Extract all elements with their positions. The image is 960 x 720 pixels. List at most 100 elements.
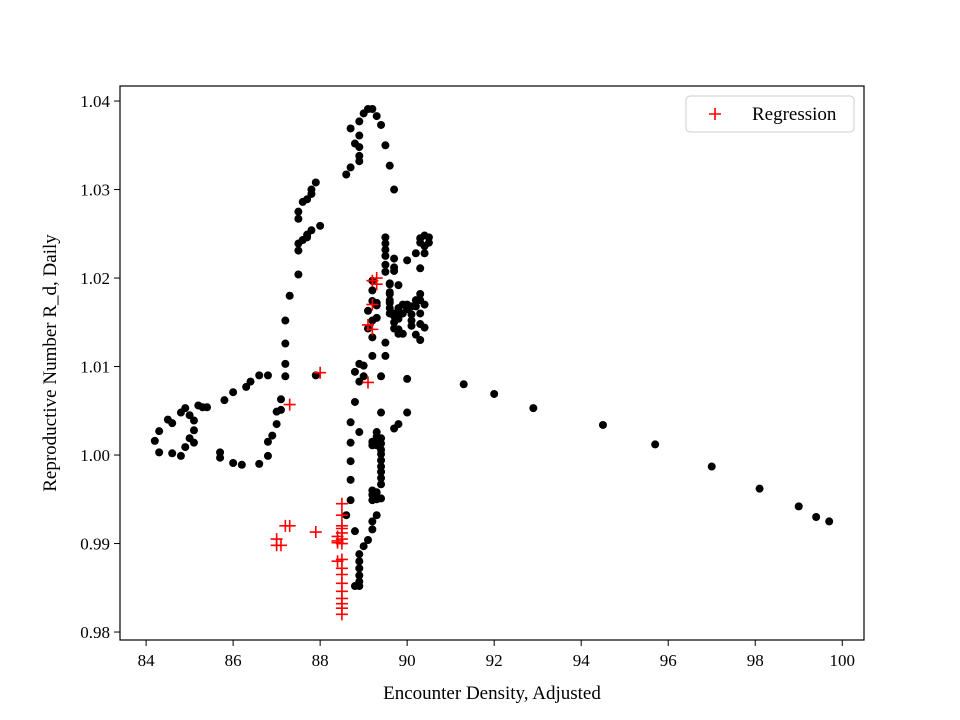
data-point-observed [407,310,416,319]
data-point-observed [346,163,355,172]
data-point-observed [416,309,425,318]
data-point-observed [359,372,368,381]
data-point-observed [368,105,377,114]
data-point-observed [390,424,399,433]
data-point-observed [377,120,386,129]
data-point-observed [377,494,386,503]
x-tick-label: 86 [225,651,242,670]
data-point-observed [707,462,716,471]
y-tick-label: 1.03 [80,181,110,200]
data-point-observed [342,170,351,179]
data-point-regression [274,539,287,552]
data-point-regression [362,376,374,389]
data-point-observed [346,418,355,427]
data-point-observed [490,389,499,398]
data-point-observed [529,404,538,413]
y-tick-label: 1.00 [80,446,110,465]
data-point-observed [368,525,377,534]
data-point-observed [294,207,303,216]
data-marks [150,105,834,621]
data-point-observed [372,488,381,497]
data-point-observed [385,289,394,298]
data-point-observed [651,440,660,449]
data-point-regression [314,366,327,379]
x-tick-label: 88 [312,651,329,670]
data-point-observed [377,462,386,471]
data-point-observed [385,280,394,289]
data-point-observed [381,233,390,242]
x-tick-label: 92 [486,651,503,670]
x-axis: 84 86 88 90 92 94 96 98 100 [138,640,855,670]
data-point-observed [420,300,429,309]
data-point-observed [368,517,377,526]
data-point-observed [355,151,364,160]
data-point-observed [812,512,821,521]
legend-box [685,95,855,133]
data-point-regression [335,537,348,550]
legend-label-regression: Regression [752,104,837,125]
data-point-observed [381,267,390,276]
data-point-observed [424,238,433,247]
data-point-observed [276,395,285,404]
data-point-observed [411,249,420,258]
data-point-observed [150,436,159,445]
data-point-observed [307,226,316,235]
data-point-observed [381,251,390,260]
data-point-observed [255,371,264,380]
data-point-observed [229,459,238,468]
axes-frame [119,85,865,641]
data-point-observed [316,221,325,230]
data-point-observed [459,380,468,389]
data-point-observed [372,511,381,520]
data-point-observed [355,577,364,586]
data-point-observed [189,416,198,425]
data-point-observed [403,374,412,383]
data-point-observed [411,330,420,339]
data-point-observed [377,408,386,417]
data-point-observed [350,397,359,406]
data-point-observed [381,245,390,254]
data-point-observed [346,475,355,484]
data-point-observed [346,457,355,466]
data-point-observed [268,431,277,440]
y-tick-label: 1.01 [80,358,110,377]
data-point-observed [220,396,229,405]
data-point-observed [381,141,390,150]
data-point-observed [294,270,303,279]
data-point-observed [372,313,381,322]
legend-marker-regression [709,108,721,120]
data-point-observed [355,557,364,566]
x-tick-label: 94 [573,651,591,670]
x-tick-label: 98 [747,651,764,670]
data-point-observed [176,451,185,460]
data-point-observed [155,427,164,436]
data-point-observed [420,249,429,258]
data-point-observed [255,459,264,468]
y-tick-label: 1.04 [80,92,110,111]
data-point-observed [155,448,164,457]
data-point-observed [276,405,285,414]
x-tick-label: 96 [660,651,677,670]
data-point-observed [364,535,372,544]
data-point-observed [390,266,399,275]
data-point-observed [385,298,394,307]
data-point-observed [281,359,290,368]
data-point-observed [346,496,355,505]
data-point-observed [372,112,381,121]
data-point-regression [335,497,348,510]
data-point-observed [390,254,399,263]
data-point-regression [283,398,296,411]
data-point-observed [359,361,368,370]
data-point-regression [309,526,322,539]
data-point-observed [185,411,194,420]
data-point-observed [346,124,355,133]
data-point-observed [181,404,190,413]
data-point-observed [311,178,320,187]
y-axis: 0.98 0.99 1.00 1.01 1.02 1.03 1.04 [80,92,120,642]
data-point-observed [368,286,377,295]
x-tick-label: 84 [138,651,156,670]
data-point-observed [272,420,281,429]
data-point-observed [281,316,290,325]
data-point-observed [381,239,390,248]
data-point-observed [416,264,425,273]
